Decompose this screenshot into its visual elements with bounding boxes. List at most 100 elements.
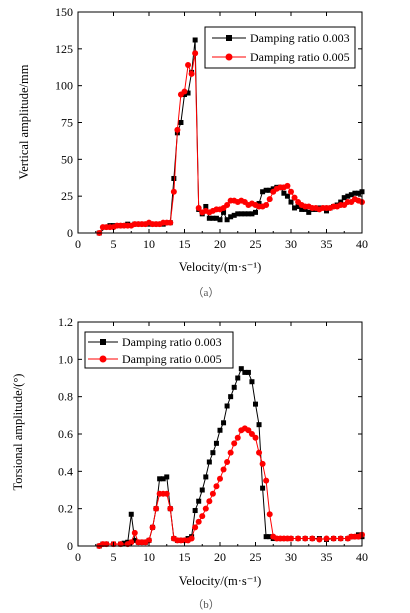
chart-a-series-0-point-37	[260, 189, 266, 195]
chart-b-series-1-point-57	[330, 535, 337, 542]
chart-b-x-tick-label-2: 10	[143, 550, 155, 564]
chart-b-series-0-point-8	[132, 537, 138, 543]
chart-b-series-1-point-52	[295, 535, 302, 542]
chart-b-series-0-point-31	[213, 440, 219, 446]
chart-b-legend-label-1: Damping ratio 0.005	[122, 352, 222, 366]
chart-b-series-0-point-43	[256, 422, 262, 428]
chart-a-x-axis-label: Velocity/(m·s⁻¹)	[179, 260, 262, 274]
chart-b-series-0-point-42	[253, 401, 258, 407]
chart-b-series-1-point-32	[220, 466, 227, 473]
chart-b-series-1-point-11	[146, 537, 152, 544]
chart-b-series-0-point-45	[263, 534, 269, 540]
chart-b-legend-label-0: Damping ratio 0.003	[122, 335, 222, 349]
chart-b-series-1-point-36	[234, 434, 241, 441]
chart-a-series-0-point-48	[299, 206, 305, 212]
chart-b-y-tick-label-0: 0	[67, 539, 73, 553]
chart-a-series-0-point-60	[341, 195, 347, 201]
chart-a-y-tick-label-1: 25	[61, 189, 73, 203]
chart-b-series-1-point-27	[202, 505, 209, 512]
chart-b-series-0-point-29	[206, 459, 212, 465]
chart-b-x-tick-label-4: 20	[214, 550, 226, 564]
chart-b-series-1-point-42	[256, 449, 263, 456]
chart-b-series-0-point-27	[199, 487, 205, 493]
chart-a-x-tick-label-0: 0	[75, 237, 81, 251]
chart-b-series-1-point-51	[288, 535, 294, 542]
chart-b-legend-marker-0	[100, 339, 106, 345]
chart-a-series-0-point-21	[203, 203, 209, 209]
chart-b-series-1-point-24	[192, 524, 199, 531]
chart-a-legend: Damping ratio 0.003 Damping ratio 0.005	[204, 26, 356, 69]
chart-b-legend-marker-1	[99, 355, 107, 363]
chart-a-series-1-point-47	[263, 202, 270, 209]
chart-a-series-0-point-12	[171, 175, 177, 181]
chart-b-series-1-point-43	[259, 460, 266, 467]
chart-b-x-tick-label-6: 30	[285, 550, 297, 564]
chart-b-x-tick-label-8: 40	[356, 550, 368, 564]
chart-a-series-0-point-50	[306, 209, 312, 215]
chart-a-y-tick-label-2: 50	[61, 152, 73, 166]
chart-b-series-1-point-16	[163, 490, 170, 497]
chart-a-series-0-point-35	[253, 209, 258, 215]
chart-b-series-1-point-31	[217, 475, 223, 482]
chart-a-x-tick-label-6: 30	[285, 237, 297, 251]
chart-b-series-1-point-35	[231, 440, 238, 447]
chart-b-series-0-point-35	[228, 394, 234, 400]
chart-b-series-1-point-55	[316, 536, 323, 543]
chart-a-series-1-point-54	[288, 188, 294, 195]
chart-a-series-0-point-47	[295, 203, 301, 209]
chart-a-x-tick-label-4: 20	[214, 237, 226, 251]
chart-a-series-0-point-23	[210, 215, 216, 221]
chart-a-series-1-point-21	[170, 188, 177, 195]
chart-a-series-1-point-20	[167, 219, 174, 226]
chart-b-series-1-point-17	[167, 505, 174, 512]
chart-b-series-1-point-40	[248, 431, 255, 437]
chart-b-x-tick-label-5: 25	[250, 550, 262, 564]
chart-a-y-axis-label: Vertical amplitude/mm	[17, 64, 31, 179]
chart-a-series-0-point-34	[249, 211, 255, 217]
chart-b-y-tick-label-5: 1.0	[58, 352, 73, 366]
chart-b-legend: Damping ratio 0.003 Damping ratio 0.005	[84, 331, 234, 369]
chart-b-x-tick-label-3: 15	[179, 550, 191, 564]
chart-a-series-0-point-26	[221, 209, 227, 215]
chart-a-series-0-point-30	[235, 211, 241, 217]
chart-b-series-0-point-16	[160, 476, 166, 482]
chart-a-series-1-point-24	[181, 88, 188, 95]
chart-b-series-0-point-17	[164, 474, 170, 480]
chart-a-series-1-point-36	[224, 202, 231, 209]
chart-a-series-0-point-39	[267, 187, 273, 193]
chart-a-series-0-point-29	[231, 212, 237, 218]
chart-b-series-0-point-41	[249, 379, 255, 385]
chart-a-y-tick-label-3: 75	[61, 116, 73, 130]
chart-a-series-1-point-26	[188, 70, 195, 77]
chart-a-x-tick-label-5: 25	[250, 237, 262, 251]
chart-a-series-0-point-16	[185, 90, 191, 96]
chart-a-series-1-point-22	[174, 126, 181, 133]
chart-b-series-1-point-33	[224, 459, 231, 465]
chart-a-series-0-point-31	[238, 211, 244, 217]
chart-b-series-1-point-44	[263, 477, 270, 484]
chart-a-x-tick-label-2: 10	[143, 237, 155, 251]
chart-a-series-0-point-45	[288, 199, 294, 205]
chart-b-series-1-point-54	[309, 535, 316, 542]
chart-b-series-0-point-46	[267, 534, 273, 540]
chart-a-x-tick-label-3: 15	[179, 237, 191, 251]
chart-a-series-0-point-38	[263, 187, 269, 193]
chart-b-series-0-point-25	[192, 508, 198, 514]
chart-a-y-tick-label-5: 125	[55, 42, 73, 56]
chart-a-series-1-point-53	[284, 182, 291, 189]
chart-b-y-axis-label: Torsional amplitude/(°)	[11, 374, 25, 491]
chart-b-x-tick-label-1: 5	[111, 550, 117, 564]
chart-b-series-0-point-7	[128, 511, 134, 517]
chart-a-legend-label-0: Damping ratio 0.003	[250, 31, 350, 45]
chart-a-series-0-point-64	[355, 190, 361, 196]
chart-a-series-1-point-55	[291, 194, 298, 201]
chart-b-series-1-point-23	[188, 535, 195, 542]
chart-a-legend-box	[204, 26, 356, 69]
chart-a-x-tick-label-1: 5	[111, 237, 117, 251]
chart-b-series-0-point-40	[245, 369, 251, 375]
chart-b-series-1-point-45	[266, 511, 273, 518]
chart-a-series-1-point-25	[185, 62, 192, 69]
chart-b-legend-box	[84, 331, 234, 369]
chart-b-series-0-point-15	[157, 476, 163, 482]
